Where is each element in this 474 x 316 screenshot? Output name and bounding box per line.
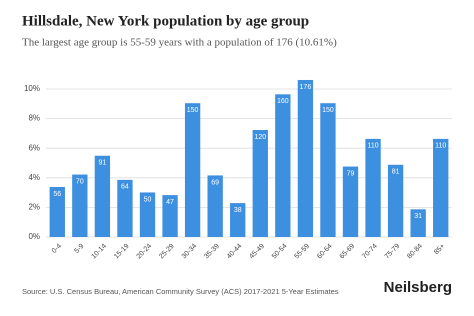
y-tick-label: 10% bbox=[24, 84, 40, 93]
y-tick-label: 0% bbox=[28, 232, 40, 241]
value-label: 160 bbox=[277, 98, 289, 105]
chart-subtitle: The largest age group is 55-59 years wit… bbox=[22, 37, 337, 49]
bar bbox=[342, 166, 359, 237]
bar bbox=[275, 94, 291, 237]
x-tick-label: 10-14 bbox=[90, 243, 108, 261]
bar bbox=[320, 103, 336, 237]
value-label: 120 bbox=[254, 134, 266, 141]
x-tick-label: 5-9 bbox=[73, 243, 85, 255]
x-tick-label: 60-64 bbox=[316, 243, 334, 261]
bar bbox=[72, 174, 88, 237]
bar bbox=[117, 179, 133, 237]
x-tick-label: 65-69 bbox=[339, 243, 357, 261]
bar bbox=[184, 103, 201, 237]
source: Source: U.S. Census Bureau, American Com… bbox=[22, 287, 339, 296]
value-label: 50 bbox=[144, 196, 152, 203]
bar bbox=[365, 138, 381, 237]
value-label: 56 bbox=[53, 191, 61, 198]
value-label: 110 bbox=[367, 143, 378, 150]
x-tick-label: 25-29 bbox=[158, 243, 176, 261]
x-tick-label: 0-4 bbox=[51, 243, 63, 255]
bar bbox=[230, 203, 246, 237]
bar bbox=[94, 155, 111, 237]
x-tick-label: 35-39 bbox=[203, 243, 221, 261]
x-tick-label: 80-84 bbox=[406, 243, 424, 261]
x-tick-label: 70-74 bbox=[361, 243, 379, 261]
y-tick-label: 4% bbox=[28, 173, 40, 182]
bar bbox=[162, 195, 178, 237]
value-label: 150 bbox=[322, 107, 334, 114]
value-label: 110 bbox=[435, 143, 446, 150]
x-tick-label: 55-59 bbox=[293, 243, 311, 261]
x-tick-label: 30-34 bbox=[181, 243, 199, 261]
x-tick-label: 75-79 bbox=[384, 243, 402, 261]
bar bbox=[433, 138, 449, 237]
x-tick-label: 85+ bbox=[433, 243, 446, 256]
y-tick-label: 2% bbox=[28, 203, 40, 212]
y-tick-label: 8% bbox=[28, 114, 40, 123]
value-label: 64 bbox=[121, 184, 129, 191]
bar bbox=[297, 79, 314, 237]
brand: Neilsberg bbox=[384, 279, 452, 296]
bar bbox=[387, 164, 404, 237]
x-tick-label: 40-44 bbox=[226, 243, 244, 261]
x-tick-label: 20-24 bbox=[136, 243, 154, 261]
chart-title: Hillsdale, New York population by age gr… bbox=[22, 13, 309, 29]
value-label: 31 bbox=[414, 213, 422, 220]
bar bbox=[252, 129, 268, 237]
x-tick-label: 15-19 bbox=[113, 243, 131, 261]
value-label: 81 bbox=[392, 169, 400, 176]
bar bbox=[139, 192, 156, 237]
value-label: 70 bbox=[76, 178, 84, 185]
y-tick-label: 6% bbox=[28, 143, 40, 152]
value-label: 79 bbox=[347, 170, 355, 177]
x-tick-label: 50-54 bbox=[271, 243, 289, 261]
value-label: 176 bbox=[300, 84, 312, 91]
value-label: 91 bbox=[98, 160, 106, 167]
value-label: 150 bbox=[187, 107, 199, 114]
value-label: 38 bbox=[234, 207, 242, 214]
bar bbox=[49, 186, 65, 237]
bar bbox=[410, 209, 426, 237]
bar bbox=[207, 175, 223, 237]
value-label: 47 bbox=[166, 199, 174, 206]
value-label: 69 bbox=[211, 179, 219, 186]
x-tick-label: 45-49 bbox=[248, 243, 266, 261]
